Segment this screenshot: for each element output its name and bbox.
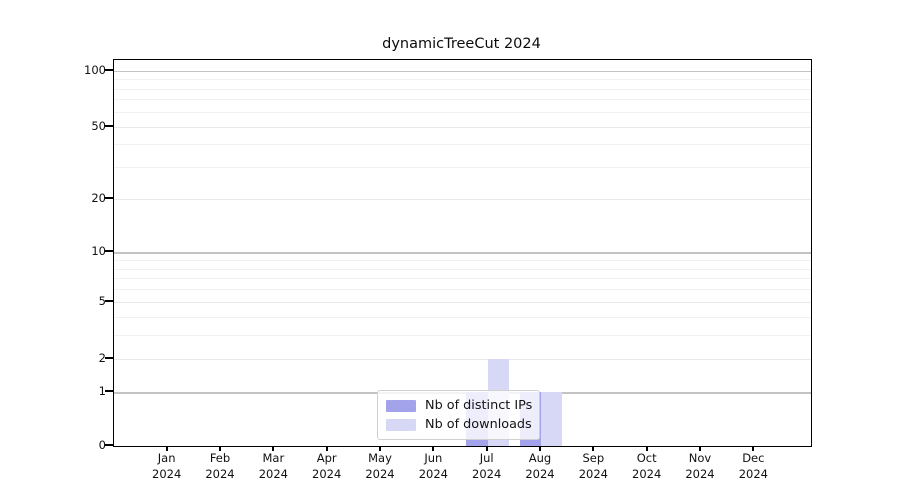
x-tick-year: 2024 <box>685 466 715 481</box>
y-tick-mark <box>105 356 113 359</box>
x-tick-mark <box>219 446 221 451</box>
x-tick-mark <box>379 446 381 451</box>
legend-swatch-distinct-ips <box>386 399 416 412</box>
y-tick-label: 0 <box>98 438 106 452</box>
gridline-minor <box>114 99 811 101</box>
y-tick-label: 50 <box>91 118 106 133</box>
x-tick-mark <box>645 446 648 451</box>
x-tick-mark <box>432 446 435 451</box>
gridline-minor <box>114 167 811 169</box>
x-tick-year: 2024 <box>418 466 448 481</box>
y-tick-mark <box>105 197 113 200</box>
gridline-minor <box>114 260 811 262</box>
x-tick-year: 2024 <box>152 466 182 481</box>
x-tick-label: Aug 2024 <box>508 451 572 482</box>
legend-row: Nb of downloads <box>386 415 532 434</box>
x-tick-month: Feb <box>209 451 231 465</box>
x-tick-year: 2024 <box>365 466 395 481</box>
x-tick-year: 2024 <box>472 466 502 481</box>
gridline-major <box>114 302 811 304</box>
x-tick-label: Mar 2024 <box>241 451 305 482</box>
gridline-minor <box>114 79 811 81</box>
chart-title: dynamicTreeCut 2024 <box>382 36 541 52</box>
x-tick-mark <box>539 446 541 451</box>
y-tick-label: 20 <box>91 191 106 206</box>
legend-row: Nb of distinct IPs <box>386 396 532 415</box>
x-tick-label: May 2024 <box>348 451 412 482</box>
y-tick-mark <box>105 300 113 303</box>
gridline-minor <box>114 289 811 291</box>
y-tick-mark <box>105 444 113 446</box>
x-tick-month: Aug <box>528 451 552 465</box>
legend-label: Nb of downloads <box>425 417 532 432</box>
y-tick-mark <box>105 68 113 71</box>
legend: Nb of distinct IPs Nb of downloads <box>377 390 541 440</box>
x-tick-month: Dec <box>742 451 765 465</box>
x-tick-label: Feb 2024 <box>188 451 252 482</box>
gridline-minor <box>114 111 811 113</box>
x-tick-year: 2024 <box>738 466 768 481</box>
y-tick-mark <box>105 390 113 393</box>
legend-label: Nb of distinct IPs <box>425 398 533 413</box>
x-tick-year: 2024 <box>312 466 342 481</box>
x-tick-month: Apr <box>316 451 337 465</box>
x-tick-month: May <box>368 451 392 465</box>
gridline-major <box>114 358 811 360</box>
y-tick-label: 5 <box>98 294 106 309</box>
x-tick-year: 2024 <box>632 466 662 481</box>
gridline-minor <box>114 278 811 280</box>
gridline-minor <box>114 144 811 146</box>
x-tick-mark <box>272 446 275 451</box>
x-tick-label: Apr 2024 <box>295 451 359 482</box>
gridline-minor <box>114 268 811 270</box>
x-tick-month: Jan <box>157 451 176 465</box>
x-tick-month: Sep <box>582 451 605 465</box>
x-tick-mark <box>165 446 168 451</box>
plot-area <box>113 59 812 447</box>
x-tick-month: Nov <box>688 451 712 465</box>
x-tick-month: Oct <box>636 451 657 465</box>
gridline-major <box>114 70 811 72</box>
x-tick-label: Sep 2024 <box>561 451 625 482</box>
y-tick-label: 2 <box>98 350 106 365</box>
x-tick-label: Jun 2024 <box>401 451 465 482</box>
x-tick-month: Mar <box>262 451 285 465</box>
x-tick-label: Dec 2024 <box>721 451 785 482</box>
x-tick-label: Oct 2024 <box>615 451 679 482</box>
gridline-minor <box>114 335 811 337</box>
x-tick-label: Nov 2024 <box>668 451 732 482</box>
x-tick-month: Jun <box>424 451 443 465</box>
x-tick-year: 2024 <box>205 466 235 481</box>
gridline-minor <box>114 88 811 90</box>
gridline-minor <box>114 317 811 319</box>
x-tick-mark <box>485 446 488 451</box>
bar-downloads-aug <box>541 392 563 446</box>
y-tick-label: 10 <box>91 244 106 259</box>
x-tick-mark <box>699 446 701 451</box>
gridline-major <box>114 126 811 128</box>
x-tick-year: 2024 <box>525 466 555 481</box>
x-tick-month: Jul <box>479 451 494 465</box>
gridline-major <box>114 199 811 201</box>
y-tick-mark <box>105 250 113 253</box>
legend-swatch-downloads <box>386 418 416 431</box>
x-tick-mark <box>325 446 328 451</box>
y-tick-mark <box>105 124 113 127</box>
gridline-major <box>114 252 811 254</box>
x-tick-mark <box>752 446 755 451</box>
y-tick-label: 100 <box>84 62 106 77</box>
y-tick-label: 1 <box>98 384 106 399</box>
x-tick-year: 2024 <box>258 466 288 481</box>
x-tick-year: 2024 <box>578 466 608 481</box>
x-tick-label: Jul 2024 <box>455 451 519 482</box>
x-tick-mark <box>592 446 595 451</box>
x-tick-label: Jan 2024 <box>135 451 199 482</box>
